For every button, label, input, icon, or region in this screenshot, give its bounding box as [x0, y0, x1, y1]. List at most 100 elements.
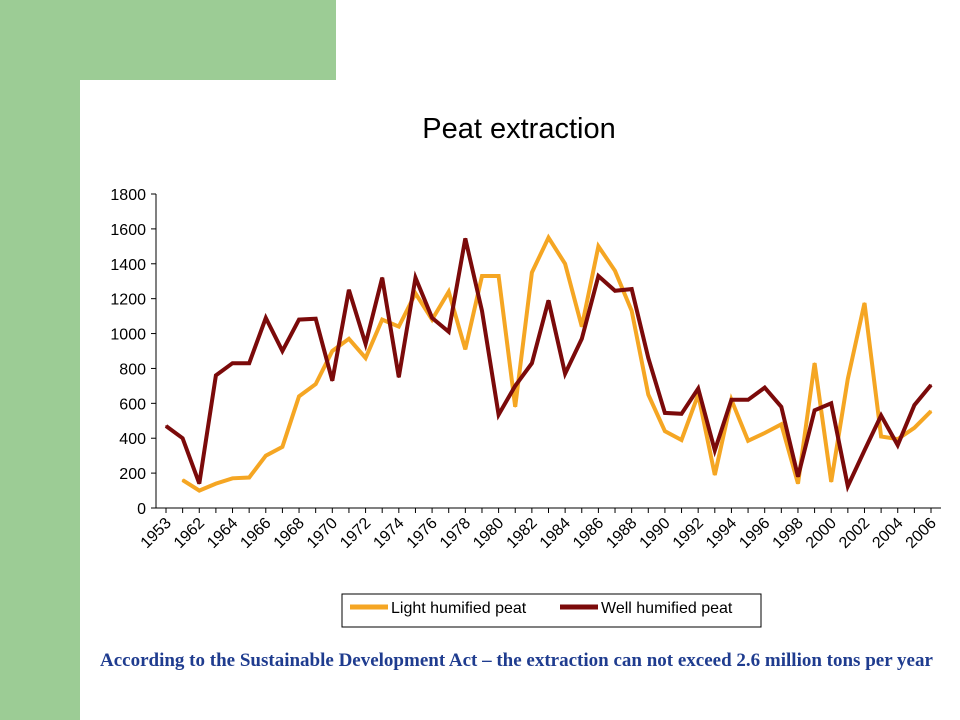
data-point-well-humified-peat [896, 444, 899, 447]
x-tick-label: 1986 [570, 515, 607, 552]
x-tick-label: 1964 [204, 515, 241, 552]
data-point-light-humified-peat [281, 446, 284, 448]
data-point-light-humified-peat [830, 481, 832, 483]
data-point-light-humified-peat [298, 395, 300, 398]
x-tick-label: 1978 [437, 515, 474, 552]
data-point-well-humified-peat [797, 475, 799, 478]
data-point-light-humified-peat [481, 275, 483, 277]
data-point-light-humified-peat [913, 427, 916, 429]
data-point-well-humified-peat [348, 289, 350, 291]
chart-series [164, 233, 933, 493]
data-point-light-humified-peat [564, 263, 566, 265]
x-tick-label: 1998 [770, 515, 807, 552]
data-point-light-humified-peat [880, 435, 882, 438]
data-point-light-humified-peat [265, 454, 267, 457]
data-point-light-humified-peat [314, 383, 317, 385]
x-tick-label: 1980 [470, 515, 507, 552]
data-point-light-humified-peat [464, 348, 467, 351]
data-point-light-humified-peat [531, 271, 533, 274]
data-point-well-humified-peat [181, 437, 184, 440]
data-point-well-humified-peat [215, 374, 217, 377]
data-point-well-humified-peat [447, 331, 450, 333]
data-point-light-humified-peat [497, 275, 500, 277]
x-tick-label: 1962 [171, 515, 208, 552]
data-point-well-humified-peat [231, 362, 234, 365]
y-tick-label: 1600 [110, 222, 146, 239]
data-point-light-humified-peat [215, 482, 217, 485]
data-point-well-humified-peat [830, 402, 832, 405]
data-point-well-humified-peat [464, 237, 467, 240]
y-tick-label: 0 [137, 501, 146, 518]
data-point-light-humified-peat [763, 432, 766, 434]
data-point-light-humified-peat [664, 430, 666, 433]
data-point-well-humified-peat [581, 338, 583, 340]
data-point-well-humified-peat [265, 317, 267, 319]
y-tick-label: 1800 [110, 187, 146, 204]
data-point-light-humified-peat [398, 325, 400, 328]
data-point-well-humified-peat [298, 318, 300, 321]
y-tick-label: 200 [119, 466, 146, 483]
data-point-well-humified-peat [497, 413, 500, 416]
legend-label-well-humified-peat: Well humified peat [601, 600, 733, 617]
x-tick-label: 1992 [670, 515, 707, 552]
data-point-well-humified-peat [730, 399, 733, 401]
data-point-well-humified-peat [564, 372, 566, 375]
legend-box [341, 593, 762, 628]
data-point-well-humified-peat [248, 362, 250, 365]
data-point-well-humified-peat [481, 310, 483, 312]
data-point-light-humified-peat [863, 302, 866, 304]
data-point-well-humified-peat [414, 276, 417, 279]
data-point-light-humified-peat [581, 325, 583, 328]
data-point-light-humified-peat [714, 474, 716, 476]
data-point-well-humified-peat [863, 449, 866, 452]
data-point-well-humified-peat [664, 412, 666, 414]
data-point-light-humified-peat [231, 477, 234, 480]
data-point-light-humified-peat [447, 290, 450, 293]
data-point-light-humified-peat [647, 393, 650, 396]
data-point-light-humified-peat [847, 378, 849, 380]
chart-legend: Light humified peat Well humified peat [341, 593, 762, 628]
data-point-well-humified-peat [381, 276, 384, 279]
data-point-light-humified-peat [414, 292, 417, 295]
data-point-well-humified-peat [281, 350, 284, 352]
x-tick-label: 1982 [504, 515, 541, 552]
data-point-light-humified-peat [630, 310, 633, 312]
x-tick-label: 1976 [404, 515, 441, 552]
x-tick-label: 2000 [803, 515, 840, 552]
x-tick-label: 1988 [603, 515, 640, 552]
data-point-well-humified-peat [697, 387, 699, 390]
y-tick-label: 600 [119, 396, 146, 413]
data-point-well-humified-peat [930, 384, 932, 386]
footnote-text: According to the Sustainable Development… [100, 650, 933, 671]
background-accent-left [0, 0, 80, 720]
data-point-light-humified-peat [797, 482, 799, 485]
data-point-well-humified-peat [747, 399, 749, 401]
data-point-well-humified-peat [597, 275, 600, 277]
y-tick-label: 1000 [110, 327, 146, 344]
data-point-light-humified-peat [780, 423, 783, 426]
data-point-well-humified-peat [813, 409, 816, 412]
x-tick-label: 2004 [869, 515, 906, 552]
x-tick-label: 1953 [138, 515, 175, 552]
data-point-well-humified-peat [880, 414, 882, 417]
data-point-light-humified-peat [813, 362, 816, 365]
x-tick-label: 1984 [537, 515, 574, 552]
data-point-well-humified-peat [630, 288, 633, 290]
x-tick-label: 1966 [237, 515, 274, 552]
data-point-well-humified-peat [780, 406, 783, 408]
x-tick-label: 1974 [370, 515, 407, 552]
x-tick-label: 2006 [903, 515, 940, 552]
series-line-light-humified-peat [181, 233, 933, 493]
data-point-well-humified-peat [198, 482, 201, 485]
data-point-well-humified-peat [165, 425, 167, 427]
data-point-light-humified-peat [181, 479, 184, 481]
data-point-light-humified-peat [680, 439, 683, 441]
data-point-well-humified-peat [847, 485, 849, 488]
x-tick-label: 1972 [337, 515, 374, 552]
x-tick-label: 1994 [703, 515, 740, 552]
x-tick-label: 1968 [271, 515, 308, 552]
data-point-light-humified-peat [364, 357, 367, 359]
data-point-light-humified-peat [747, 440, 749, 442]
x-tick-label: 1996 [736, 515, 773, 552]
